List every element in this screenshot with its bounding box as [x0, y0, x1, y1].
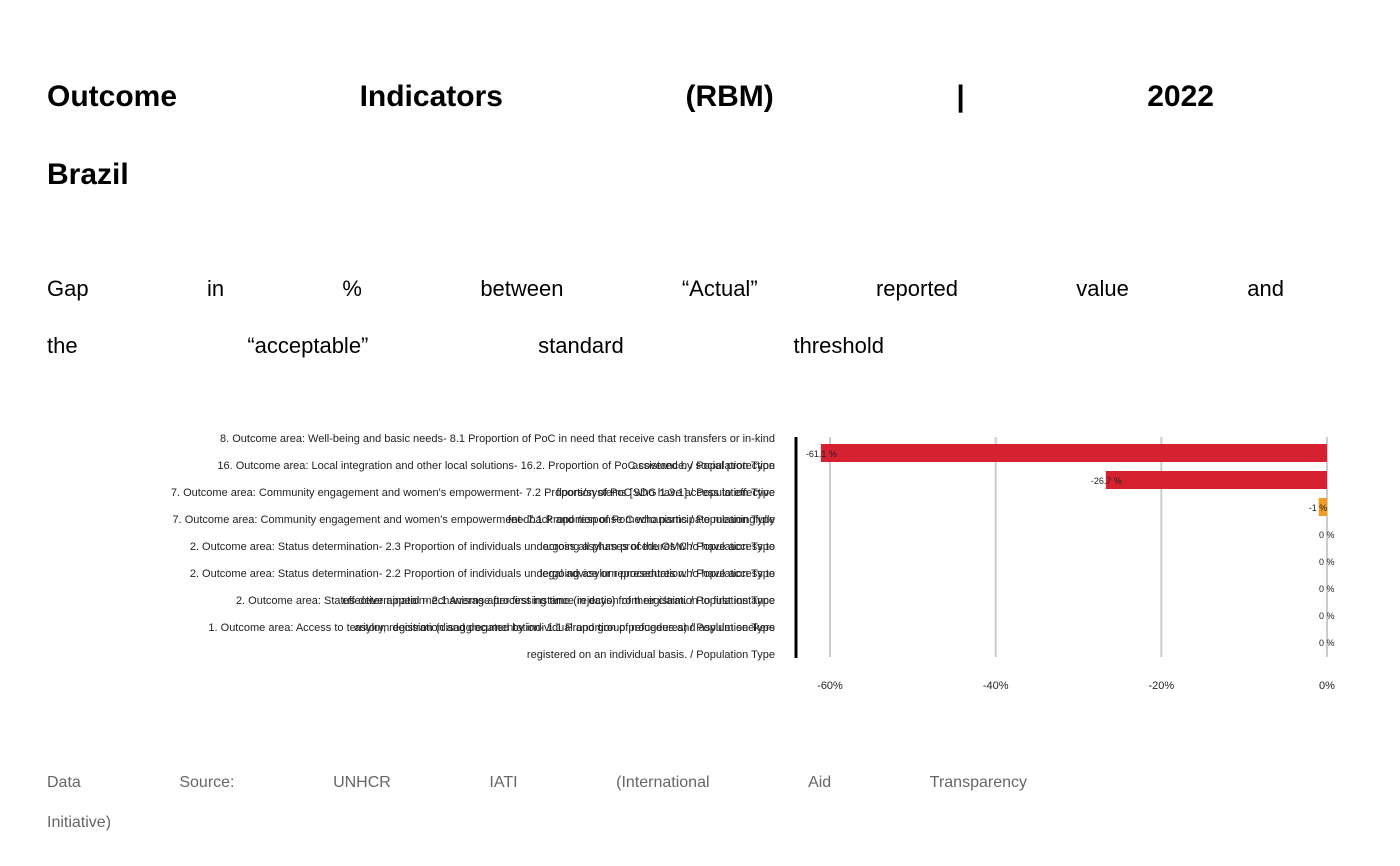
category-label: 7. Outcome area: Community engagement an… — [171, 487, 775, 526]
category-label: 7. Outcome area: Community engagement an… — [172, 514, 775, 553]
source-word: (International — [616, 774, 710, 791]
data-label: -26.7 % — [1091, 476, 1122, 486]
category-label: 8. Outcome area: Well-being and basic ne… — [220, 433, 775, 472]
bar — [1105, 471, 1327, 489]
data-label: 0 % — [1319, 584, 1335, 594]
data-label: 0 % — [1319, 557, 1335, 567]
title-line-2: Brazil — [47, 158, 1284, 192]
category-label: 2. Outcome area: Status determination- 2… — [190, 541, 775, 580]
source-word: Aid — [808, 774, 832, 791]
x-tick-label: 0% — [1319, 680, 1335, 692]
source-line-2: Initiative) — [47, 814, 1284, 832]
subtitle-word: Gap — [47, 276, 89, 301]
subtitle-word: standard — [538, 333, 624, 358]
category-label: 1. Outcome area: Access to territory, re… — [208, 622, 775, 661]
category-label: 16. Outcome area: Local integration and … — [217, 460, 775, 499]
source-word: Transparency — [929, 774, 1027, 791]
subtitle-word: reported — [875, 276, 958, 301]
title-word: 2022 — [1147, 80, 1214, 113]
source-word: Initiative) — [47, 814, 112, 831]
subtitle-line-2: the “acceptable” standard threshold — [47, 333, 884, 359]
subtitle-word: between — [480, 276, 564, 301]
title-word: Indicators — [359, 80, 503, 113]
data-label: 0 % — [1319, 611, 1335, 621]
subtitle-word: “Actual” — [681, 276, 758, 301]
source-word: IATI — [489, 774, 518, 791]
title-word: (RBM) — [685, 80, 774, 113]
data-label: 0 % — [1319, 530, 1335, 540]
subtitle-word: threshold — [793, 333, 884, 358]
title-country: Brazil — [47, 158, 129, 191]
category-label: 2. Outcome area: Status determination- 2… — [190, 568, 775, 607]
bar — [820, 444, 1327, 462]
subtitle-line-1: Gap in % between “Actual” reported value… — [47, 276, 1284, 302]
source-word: Data — [47, 774, 81, 791]
x-tick-label: -20% — [1148, 680, 1174, 692]
subtitle-word: and — [1247, 276, 1284, 301]
data-label: 0 % — [1319, 638, 1335, 648]
source-line-1: Data Source: UNHCR IATI (International A… — [47, 774, 1027, 792]
title-line-1: Outcome Indicators (RBM) | 2022 — [47, 80, 1284, 114]
x-tick-label: -40% — [983, 680, 1009, 692]
subtitle-word: in — [206, 276, 225, 301]
subtitle-word: the — [47, 333, 78, 358]
x-tick-label: -60% — [817, 680, 843, 692]
source-word: Source: — [179, 774, 235, 791]
source-word: UNHCR — [333, 774, 391, 791]
subtitle-word: % — [342, 276, 362, 301]
subtitle-word: value — [1076, 276, 1129, 301]
title-word: Outcome — [47, 80, 178, 113]
title-word: | — [956, 80, 965, 113]
category-label: 2. Outcome area: Status determination- 2… — [236, 595, 775, 634]
subtitle-word: “acceptable” — [247, 333, 369, 358]
data-label: -61.1 % — [806, 449, 837, 459]
bar-chart: 8. Outcome area: Well-being and basic ne… — [171, 433, 1335, 692]
data-label: -1 % — [1309, 503, 1328, 513]
bar — [1318, 498, 1327, 516]
